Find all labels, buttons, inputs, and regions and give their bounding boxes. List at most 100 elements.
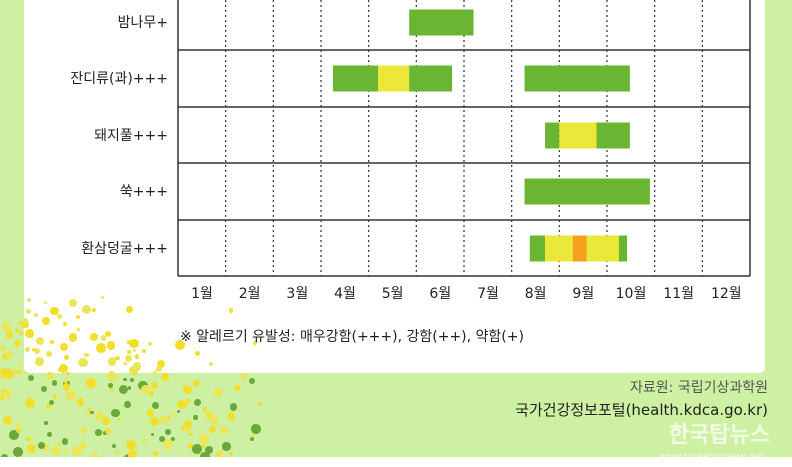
flower-dot [171,413,176,418]
flower-dot [76,328,80,332]
pollen-bar-segment [586,235,619,262]
flower-dot [25,309,31,315]
flower-dot [151,432,155,436]
flower-dot [111,444,116,449]
flower-dot [151,382,158,389]
month-tick-label: 4월 [334,286,356,302]
flower-dot [156,360,166,369]
flower-dot [41,385,48,393]
flower-dot [15,422,20,428]
portal-link[interactable]: 국가건강정보포털(health.kdca.go.kr) [515,401,768,419]
pollen-bar-segment [559,122,597,149]
flower-dot [43,301,47,305]
pollen-bar-segment [618,235,628,262]
row-label: 밤나무+ [117,14,168,31]
row-label: 돼지풀+++ [94,127,168,144]
pollen-bar-segment [572,235,587,262]
month-tick-label: 6월 [429,286,452,302]
flower-dot [106,341,116,350]
flower-dot [118,384,128,394]
flower-dot [8,429,19,440]
flower-dot [184,420,193,429]
flower-dot [134,354,140,359]
flower-dot [90,410,94,415]
flower-dot [62,383,71,391]
flower-dot [167,447,171,451]
flower-dot [64,355,69,361]
flower-dot [24,346,30,352]
flower-dot [63,321,68,326]
flower-dot [27,297,32,302]
flower-dot [68,298,77,307]
flower-dot [152,370,157,375]
flower-dot [13,369,18,375]
flower-dot [6,329,12,335]
flower-dot [6,350,14,358]
flower-dot [13,447,23,457]
flower-dot [6,331,14,339]
flower-dot [106,371,117,381]
month-tick-label: 5월 [381,286,404,302]
pollen-bar-segment [378,65,410,92]
flower-dot [183,381,187,386]
flower-dot [142,348,147,353]
flower-dot [227,412,236,421]
flower-dot [160,416,168,424]
flower-dot [208,361,214,367]
flower-dot [117,417,122,422]
flower-dot [35,357,44,366]
flower-dot [209,419,215,424]
flower-dot [103,431,107,435]
flower-dot [194,398,202,406]
flower-dot [165,429,172,436]
flower-dot [2,322,12,332]
flower-dot [50,340,55,345]
flower-dot [27,375,34,382]
flower-dot [46,350,53,357]
flower-dot [63,379,71,387]
flower-dot [149,416,159,427]
flower-dot [200,451,210,457]
flower-dot [218,449,225,456]
flower-dot [59,342,69,352]
watermark-url: www.koreatopnews.net [659,452,764,462]
flower-dot [201,443,206,448]
flower-dot [152,402,159,409]
flower-dot [257,401,262,406]
flower-dot [124,362,128,366]
flower-dot [105,331,111,337]
flower-dot [181,427,186,432]
flower-dot [17,370,22,375]
flower-dot [18,321,22,325]
flower-dot [108,382,114,388]
flower-dot [4,369,14,379]
month-tick-label: 1월 [191,286,213,302]
flower-dot [46,431,52,437]
flower-dot [204,445,213,454]
flower-dot [81,427,88,434]
flower-dot [234,384,241,392]
flower-dot [148,342,153,347]
flower-dot [33,312,39,318]
flower-dot [192,443,202,454]
flower-dot [158,436,165,443]
flower-dot [240,373,248,380]
flower-dot [41,444,49,452]
flower-dot [16,427,22,433]
pollen-bar-segment [409,65,453,92]
flower-dot [115,377,119,381]
flower-dot [95,429,102,436]
flower-dot [222,442,231,451]
flower-dot [184,404,189,408]
month-tick-label: 2월 [238,286,261,302]
flower-dot [26,444,36,454]
forsythia-illustration [0,295,300,457]
flower-dot [52,380,58,386]
flower-dot [63,377,68,383]
flower-dot [65,371,70,376]
flower-dot [96,343,106,354]
month-tick-label: 3월 [286,286,309,302]
month-tick-label: 11월 [663,286,694,302]
flower-dot [115,449,120,455]
flower-dot [31,347,36,352]
